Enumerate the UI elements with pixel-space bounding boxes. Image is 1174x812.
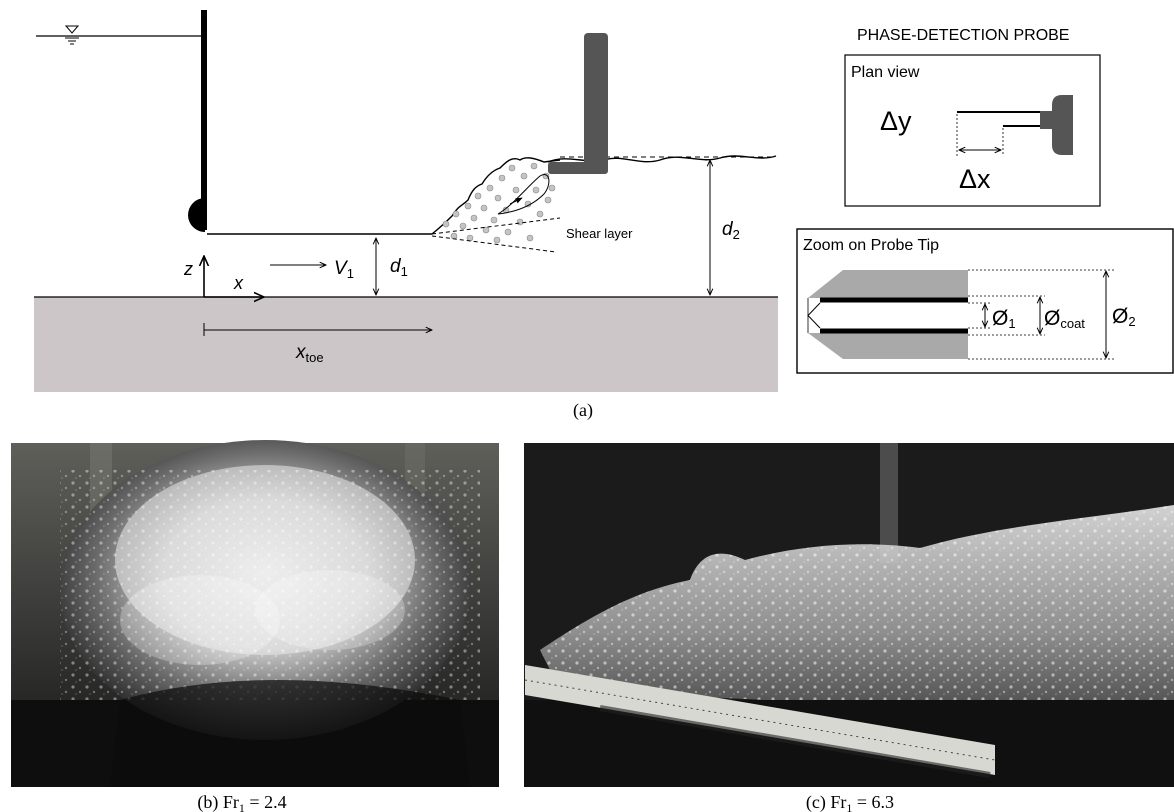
plan-view-title: Plan view <box>851 64 920 81</box>
gate-lip <box>188 198 205 232</box>
zoom-title: Zoom on Probe Tip <box>803 237 939 254</box>
probe-arm <box>548 162 608 174</box>
dy-label: Δy <box>880 106 912 136</box>
hydraulic-jump-schematic: Shear layer z x V1 d1 d2 xtoe (a) <box>34 10 778 421</box>
sluice-gate <box>201 10 207 230</box>
air-bubbles <box>442 162 560 244</box>
z-axis-label: z <box>183 259 193 279</box>
caption-a: (a) <box>573 400 593 421</box>
roller-arrow <box>509 197 523 205</box>
shear-layer-label: Shear layer <box>566 226 633 241</box>
probe-detail: PHASE-DETECTION PROBE Plan view Δy Δx Zo… <box>796 27 1174 374</box>
photo-c: (c) Fr1 = 6.3 <box>524 443 1174 812</box>
tip-core <box>820 303 968 328</box>
dx-label: Δx <box>959 164 991 194</box>
tip-point <box>807 302 821 329</box>
tip-coating-lower <box>808 333 968 359</box>
tip-coating-upper <box>808 270 968 298</box>
caption-b: (b) Fr1 = 2.4 <box>197 792 286 812</box>
probe-title: PHASE-DETECTION PROBE <box>857 27 1069 44</box>
photo-b: (b) Fr1 = 2.4 <box>11 440 499 812</box>
roller-vortex <box>497 174 550 215</box>
caption-c: (c) Fr1 = 6.3 <box>806 792 894 812</box>
d1-tip-label: Ø1 <box>992 307 1016 331</box>
probe-stem <box>584 33 608 173</box>
photo-c-ruler <box>525 665 995 775</box>
water-level-symbol <box>64 25 80 45</box>
plan-sleeve <box>1040 111 1053 129</box>
channel-bed <box>34 297 778 392</box>
dcoat-label: Øcoat <box>1044 307 1085 331</box>
shear-line-upper <box>431 217 561 235</box>
xtoe-label: xtoe <box>295 342 324 365</box>
x-axis-label: x <box>233 273 244 293</box>
d2-tip-label: Ø2 <box>1112 305 1136 329</box>
shear-line-lower <box>431 235 557 253</box>
jump-roller <box>431 157 561 235</box>
d1-label: d1 <box>390 256 408 279</box>
plan-probe-body <box>1052 95 1073 155</box>
velocity-label: V1 <box>334 258 354 281</box>
d2-label: d2 <box>722 219 740 242</box>
